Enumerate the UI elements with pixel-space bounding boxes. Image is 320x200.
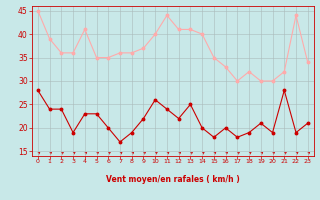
X-axis label: Vent moyen/en rafales ( km/h ): Vent moyen/en rafales ( km/h ) [106, 175, 240, 184]
